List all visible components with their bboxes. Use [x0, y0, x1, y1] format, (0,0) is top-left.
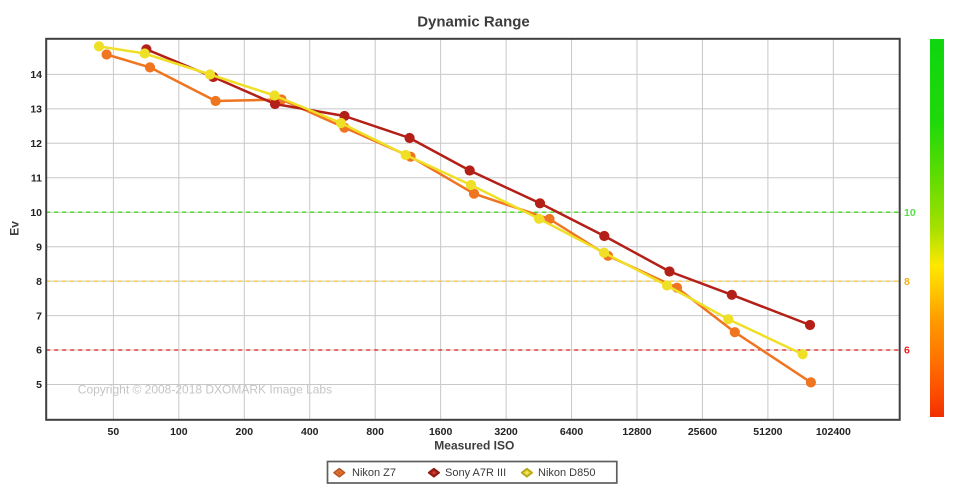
svg-text:Dynamic Range: Dynamic Range [417, 14, 530, 31]
svg-text:13: 13 [30, 104, 42, 116]
svg-text:10: 10 [30, 207, 42, 219]
svg-text:8: 8 [36, 276, 42, 288]
svg-text:Ev: Ev [8, 221, 22, 236]
svg-text:Copyright © 2008-2018 DXOMARK: Copyright © 2008-2018 DXOMARK Image Labs [78, 383, 332, 397]
svg-text:102400: 102400 [816, 426, 851, 438]
svg-text:Nikon Z7: Nikon Z7 [352, 467, 396, 479]
svg-text:14: 14 [30, 69, 42, 81]
svg-text:7: 7 [36, 310, 42, 322]
svg-text:8: 8 [904, 276, 910, 288]
svg-text:51200: 51200 [753, 426, 782, 438]
svg-text:Nikon D850: Nikon D850 [538, 467, 595, 479]
svg-text:11: 11 [31, 172, 42, 184]
svg-text:6: 6 [36, 345, 42, 357]
svg-text:5: 5 [36, 379, 42, 391]
svg-text:3200: 3200 [494, 426, 518, 438]
svg-text:6: 6 [904, 345, 910, 357]
svg-text:400: 400 [301, 426, 319, 438]
svg-text:25600: 25600 [688, 426, 717, 438]
svg-text:50: 50 [108, 426, 120, 438]
svg-text:200: 200 [236, 426, 254, 438]
svg-text:9: 9 [36, 241, 42, 253]
svg-text:Sony A7R III: Sony A7R III [445, 467, 506, 479]
svg-text:10: 10 [904, 207, 916, 219]
svg-text:6400: 6400 [560, 426, 584, 438]
svg-text:100: 100 [170, 426, 188, 438]
svg-text:1600: 1600 [429, 426, 453, 438]
svg-text:12: 12 [30, 138, 42, 150]
svg-text:12800: 12800 [622, 426, 651, 438]
svg-text:Measured ISO: Measured ISO [434, 439, 514, 453]
svg-text:800: 800 [366, 426, 384, 438]
